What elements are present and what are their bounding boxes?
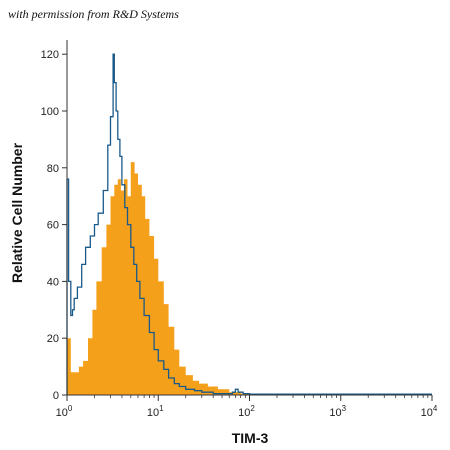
histogram-outline <box>66 53 432 395</box>
y-axis-title: Relative Cell Number <box>9 142 25 283</box>
x-tick-label: 101 <box>147 404 164 419</box>
plot-area <box>66 53 432 395</box>
y-tick-label: 40 <box>47 276 59 288</box>
y-tick-label: 100 <box>41 106 59 118</box>
y-tick-label: 120 <box>41 49 59 61</box>
x-tick-label: 102 <box>238 404 255 419</box>
y-tick-label: 80 <box>47 163 59 175</box>
x-axis-title: TIM-3 <box>232 430 269 446</box>
y-tick-label: 20 <box>47 333 59 345</box>
histogram-filled <box>67 162 250 395</box>
x-tick-label: 104 <box>421 404 438 419</box>
y-tick-label: 0 <box>53 390 59 402</box>
y-tick-label: 60 <box>47 220 59 232</box>
x-tick-label: 103 <box>329 404 346 419</box>
watermark: with permission from R&D Systems <box>8 7 179 21</box>
axes: 0 20 40 60 80 100 120 100 101 102 103 104 <box>41 40 438 419</box>
x-tick-label: 100 <box>56 404 73 419</box>
